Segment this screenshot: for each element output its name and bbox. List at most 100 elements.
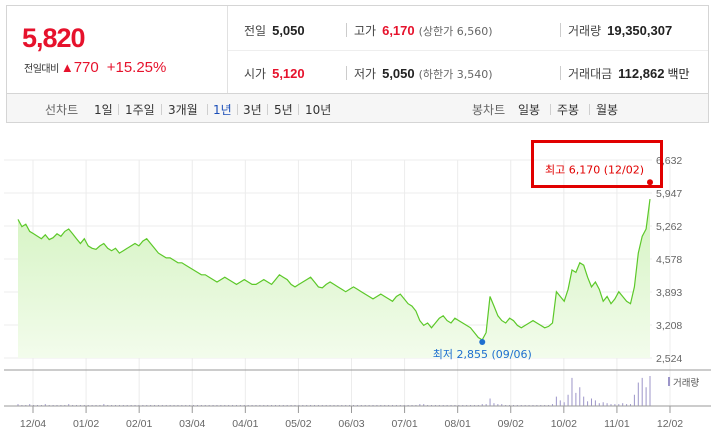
period-5y[interactable]: 5년 bbox=[274, 103, 293, 117]
stat-label: 거래대금 bbox=[568, 67, 613, 81]
volume-bar bbox=[103, 404, 105, 406]
volume-bars: 거래량 bbox=[17, 376, 699, 406]
divider bbox=[346, 66, 347, 80]
candle-monthly[interactable]: 월봉 bbox=[596, 103, 619, 117]
period-1y[interactable]: 1년 bbox=[213, 103, 232, 117]
volume-bar bbox=[489, 398, 491, 406]
volume-bar bbox=[587, 401, 589, 406]
volume-bar bbox=[563, 402, 565, 406]
x-tick-label: 12/04 bbox=[20, 418, 46, 430]
change-row: 전일대비 ▲770 +15.25% bbox=[24, 59, 166, 76]
volume-bar bbox=[44, 404, 46, 406]
stat-label: 고가 bbox=[354, 24, 377, 38]
change-value: 770 bbox=[73, 59, 99, 76]
volume-bar bbox=[497, 404, 499, 406]
stat-sub: (상한가 6,560) bbox=[418, 25, 493, 38]
volume-bar bbox=[419, 404, 421, 406]
x-tick-label: 03/04 bbox=[179, 418, 205, 430]
period-3m[interactable]: 3개월 bbox=[168, 103, 198, 117]
stat-label: 저가 bbox=[354, 67, 377, 81]
x-tick-label: 01/02 bbox=[73, 418, 99, 430]
volume-bar bbox=[575, 392, 577, 406]
volume-bar bbox=[602, 402, 604, 406]
divider bbox=[560, 23, 561, 37]
divider bbox=[237, 104, 238, 115]
peak-highlight-box bbox=[531, 140, 663, 188]
x-tick-label: 12/02 bbox=[657, 418, 683, 430]
candle-daily[interactable]: 일봉 bbox=[518, 103, 541, 117]
period-1d[interactable]: 1일 bbox=[94, 103, 113, 117]
stat-open: 시가 5,120 bbox=[244, 65, 305, 82]
volume-legend-swatch bbox=[668, 377, 670, 386]
stat-label: 전일 bbox=[244, 24, 267, 38]
volume-bar bbox=[555, 396, 557, 406]
divider bbox=[267, 104, 268, 115]
volume-legend-label: 거래량 bbox=[673, 377, 699, 389]
volume-bar bbox=[29, 404, 31, 406]
volume-bar bbox=[622, 403, 624, 406]
volume-bar bbox=[610, 404, 612, 406]
divider bbox=[207, 104, 208, 115]
y-tick-label: 3,208 bbox=[656, 320, 682, 332]
stat-unit: 백만 bbox=[667, 67, 690, 81]
volume-bar bbox=[629, 404, 631, 406]
current-price-box: 5,820 전일대비 ▲770 +15.25% bbox=[7, 6, 228, 93]
volume-bar bbox=[485, 404, 487, 406]
divider bbox=[346, 23, 347, 37]
low-marker bbox=[479, 339, 486, 346]
chart-annotations: 최고 6,170 (12/02) 최저 2,855 (09/06) bbox=[433, 163, 653, 361]
change-label: 전일대비 bbox=[24, 64, 59, 75]
volume-bar bbox=[590, 398, 592, 406]
price-area bbox=[18, 199, 650, 358]
volume-bar bbox=[571, 377, 573, 406]
volume-bar bbox=[594, 400, 596, 406]
period-1w[interactable]: 1주일 bbox=[125, 103, 155, 117]
row-divider bbox=[228, 50, 708, 51]
volume-bar bbox=[645, 387, 647, 406]
period-3y[interactable]: 3년 bbox=[243, 103, 262, 117]
x-tick-label: 05/02 bbox=[285, 418, 311, 430]
line-chart-label: 선차트 bbox=[45, 103, 79, 117]
stat-volume: 거래량 19,350,307 bbox=[568, 22, 672, 39]
stat-sub: (하한가 3,540) bbox=[418, 68, 493, 81]
x-tick-label: 09/02 bbox=[498, 418, 524, 430]
candle-weekly[interactable]: 주봉 bbox=[557, 103, 580, 117]
change-percent: +15.25% bbox=[106, 59, 167, 76]
divider bbox=[560, 66, 561, 80]
y-tick-label: 2,524 bbox=[656, 353, 682, 365]
volume-bar bbox=[567, 394, 569, 406]
x-tick-label: 10/02 bbox=[551, 418, 577, 430]
volume-bar bbox=[583, 396, 585, 406]
stat-value: 5,050 bbox=[272, 23, 305, 38]
high-annotation: 최고 6,170 (12/02) bbox=[545, 163, 644, 176]
divider bbox=[550, 104, 551, 115]
x-tick-label: 04/01 bbox=[232, 418, 258, 430]
volume-bar bbox=[501, 404, 503, 406]
stat-value: 5,050 bbox=[382, 66, 415, 81]
x-tick-label: 11/01 bbox=[604, 418, 630, 430]
volume-bar bbox=[618, 404, 620, 406]
volume-bar bbox=[17, 404, 19, 406]
volume-bar bbox=[551, 404, 553, 406]
y-tick-label: 3,893 bbox=[656, 287, 682, 299]
price-summary: 5,820 전일대비 ▲770 +15.25% 전일 5,050 고가 6,170 (상한… bbox=[6, 5, 709, 93]
volume-bar bbox=[649, 376, 651, 406]
candle-chart-label: 봉차트 bbox=[472, 103, 506, 117]
stat-label: 거래량 bbox=[568, 24, 602, 38]
volume-bar bbox=[626, 404, 628, 406]
volume-bar bbox=[493, 403, 495, 406]
divider bbox=[161, 104, 162, 115]
stat-amount: 거래대금 112,862 백만 bbox=[568, 65, 690, 82]
volume-bar bbox=[637, 382, 639, 406]
volume-bar bbox=[606, 403, 608, 406]
volume-bar bbox=[579, 387, 581, 406]
period-10y[interactable]: 10년 bbox=[305, 103, 332, 117]
volume-bar bbox=[598, 403, 600, 406]
y-tick-label: 5,262 bbox=[656, 221, 682, 233]
volume-bar bbox=[423, 404, 425, 406]
divider bbox=[298, 104, 299, 115]
x-tick-label: 06/03 bbox=[338, 418, 364, 430]
volume-bar bbox=[559, 400, 561, 406]
x-tick-label: 08/01 bbox=[445, 418, 471, 430]
y-tick-label: 5,947 bbox=[656, 188, 682, 200]
